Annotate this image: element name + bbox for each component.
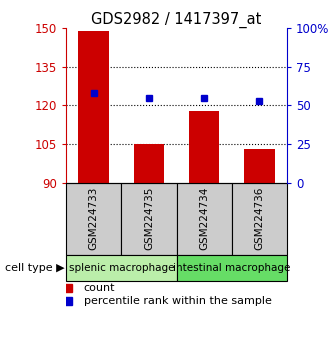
Bar [177,183,232,255]
Title: GDS2982 / 1417397_at: GDS2982 / 1417397_at [91,12,262,28]
Text: GSM224735: GSM224735 [144,187,154,251]
Bar [177,255,287,281]
Bar [244,149,275,183]
Text: cell type ▶: cell type ▶ [5,263,65,273]
Bar [66,183,121,255]
Text: GSM224733: GSM224733 [89,187,99,251]
Text: GSM224734: GSM224734 [199,187,209,251]
Text: splenic macrophage: splenic macrophage [69,263,174,273]
Bar [66,255,177,281]
Bar [121,183,177,255]
Bar [79,31,109,183]
Text: percentile rank within the sample: percentile rank within the sample [84,296,272,306]
Bar [189,110,219,183]
Bar [232,183,287,255]
Bar [134,144,164,183]
Text: count: count [84,283,115,293]
Text: intestinal macrophage: intestinal macrophage [173,263,290,273]
Text: GSM224736: GSM224736 [254,187,264,251]
